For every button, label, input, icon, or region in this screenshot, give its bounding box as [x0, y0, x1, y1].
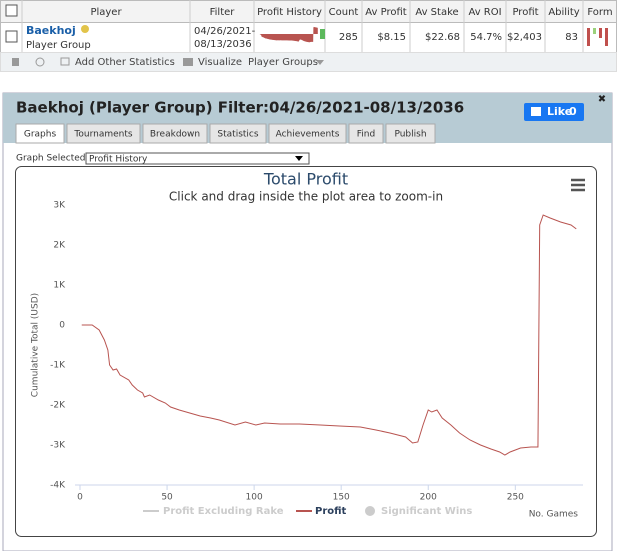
column-header[interactable]: Player — [90, 7, 122, 18]
tab[interactable] — [15, 123, 65, 144]
tab-label: Publish — [394, 130, 426, 140]
column-header[interactable]: Profit — [512, 7, 538, 18]
chart-title: Total Profit — [263, 170, 348, 189]
tab-label: Statistics — [217, 130, 258, 140]
y-tick-label: -3K — [50, 441, 66, 451]
visualize-icon — [183, 58, 193, 66]
y-tick-label: -4K — [50, 481, 66, 491]
form-bar — [587, 28, 590, 46]
cell-count: 285 — [339, 32, 358, 43]
column-header[interactable]: Filter — [210, 7, 236, 18]
chart-subtitle: Click and drag inside the plot area to z… — [169, 190, 443, 204]
y-tick-label: 2K — [53, 241, 66, 251]
like-label: Like — [547, 105, 572, 118]
legend-symbol — [365, 506, 375, 516]
badge-icon — [81, 25, 89, 33]
delete-icon[interactable] — [12, 58, 19, 66]
row-checkbox[interactable] — [5, 30, 18, 43]
x-tick-label: 0 — [77, 493, 83, 503]
tab-label: Breakdown — [150, 130, 200, 140]
tab[interactable] — [268, 123, 347, 144]
tab[interactable] — [348, 123, 384, 144]
cell-av-roi: 54.7% — [470, 32, 502, 43]
tab[interactable] — [142, 123, 208, 144]
dropdown-arrow — [316, 60, 324, 65]
filter-text: 04/26/2021- — [194, 26, 256, 37]
tab-label: Graphs — [24, 130, 57, 140]
tab[interactable] — [66, 123, 141, 144]
form-bar — [605, 28, 608, 46]
cell-av-profit: $8.15 — [377, 32, 406, 43]
y-tick-label: 1K — [53, 281, 66, 291]
toolbar-item[interactable]: Visualize — [198, 57, 242, 68]
y-tick-label: 0 — [59, 321, 65, 331]
tab-label: Tournaments — [73, 130, 132, 140]
tab-label: Achievements — [276, 130, 340, 140]
chart-frame — [15, 166, 597, 537]
close-button[interactable]: ✖ — [598, 94, 606, 105]
x-tick-label: 150 — [333, 493, 350, 503]
column-header[interactable]: Av Stake — [415, 7, 458, 18]
profit-sparkline — [258, 26, 318, 43]
column-header[interactable]: Profit History — [257, 7, 322, 18]
y-tick-label: -2K — [50, 401, 66, 411]
panel-title: Baekhoj (Player Group) Filter:04/26/2021… — [16, 99, 464, 117]
legend-hidden[interactable]: Significant Wins — [381, 506, 472, 517]
like-count: 0 — [569, 105, 577, 118]
toolbar-item[interactable]: Add Other Statistics — [75, 57, 175, 68]
select-all-checkbox[interactable] — [5, 4, 18, 17]
column-header[interactable]: Form — [587, 7, 612, 18]
column-header[interactable]: Av Profit — [365, 7, 407, 18]
x-tick-label: 200 — [420, 493, 437, 503]
column-header[interactable]: Ability — [548, 7, 579, 18]
legend-hidden[interactable]: Profit Excluding Rake — [163, 506, 284, 517]
player-name[interactable]: Baekhoj — [26, 24, 76, 37]
form-bar — [599, 28, 602, 38]
chart-menu[interactable] — [571, 178, 585, 192]
column-header[interactable]: Av ROI — [468, 7, 501, 18]
graph-selected-label: Graph Selected: — [16, 154, 89, 164]
form-bars — [587, 28, 608, 46]
tab[interactable] — [209, 123, 267, 144]
legend-item[interactable]: Profit — [315, 506, 347, 517]
y-axis-label: Cumulative Total (USD) — [31, 293, 41, 397]
graph-select[interactable] — [85, 152, 310, 165]
x-tick-label: 250 — [507, 493, 524, 503]
select-arrow — [295, 156, 303, 161]
graph-select-value: Profit History — [89, 155, 148, 165]
cell-ability: 83 — [565, 32, 578, 43]
cell-profit: $2,403 — [507, 32, 542, 43]
tab-label: Find — [357, 130, 375, 140]
filter-text: 08/13/2036 — [194, 39, 252, 50]
toolbar-icons — [12, 57, 324, 67]
sparkline-end — [320, 29, 325, 39]
tab[interactable] — [385, 123, 436, 144]
refresh-icon[interactable] — [35, 57, 45, 67]
y-tick-label: -1K — [50, 361, 66, 371]
profit-line — [81, 214, 577, 456]
player-group: Player Group — [26, 40, 91, 51]
form-bar — [593, 28, 596, 34]
stats-icon — [60, 57, 70, 66]
y-tick-label: 3K — [53, 201, 66, 211]
x-axis-label: No. Games — [529, 510, 579, 520]
x-tick-label: 50 — [161, 493, 173, 503]
x-tick-label: 100 — [246, 493, 263, 503]
column-header[interactable]: Count — [329, 7, 359, 18]
cell-av-stake: $22.68 — [425, 32, 460, 43]
toolbar-item[interactable]: Player Groups — [248, 57, 318, 68]
like-icon — [531, 107, 541, 116]
